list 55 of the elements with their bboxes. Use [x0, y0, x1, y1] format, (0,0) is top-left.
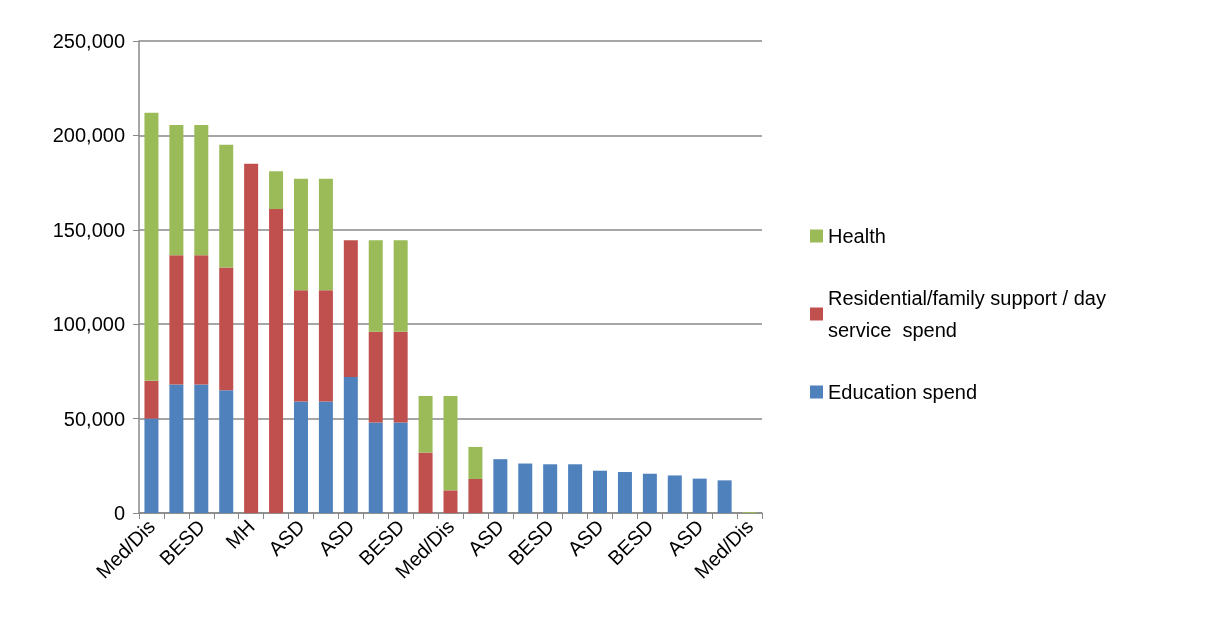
y-tick-label: 150,000 — [52, 218, 125, 241]
y-tick-label: 100,000 — [52, 313, 125, 336]
bar — [667, 475, 682, 513]
bar — [318, 290, 333, 402]
bar — [269, 171, 284, 210]
bar — [418, 395, 433, 453]
bar — [293, 290, 308, 402]
bar — [568, 464, 583, 513]
bar — [219, 390, 234, 513]
y-tick-label: 200,000 — [52, 124, 125, 147]
bar — [468, 446, 483, 480]
bar — [617, 472, 632, 513]
bar — [219, 267, 234, 391]
bar — [593, 470, 608, 513]
bar — [443, 395, 458, 491]
bar — [194, 125, 209, 256]
bar — [518, 463, 533, 513]
bar — [244, 163, 259, 513]
bar — [318, 178, 333, 291]
bar — [194, 255, 209, 385]
bar — [144, 112, 159, 381]
bar — [169, 125, 184, 256]
bar — [293, 178, 308, 291]
bar — [443, 490, 458, 513]
bar — [543, 464, 558, 513]
bar — [194, 384, 209, 513]
bar — [269, 209, 284, 513]
bar — [169, 255, 184, 385]
y-tick-label: 250,000 — [52, 30, 125, 52]
bar — [692, 478, 707, 513]
y-tick-label: 50,000 — [63, 407, 125, 430]
bar — [393, 331, 408, 423]
legend-label: Education spend — [828, 381, 978, 403]
bar — [717, 480, 732, 513]
bar — [493, 459, 508, 513]
bar — [468, 479, 483, 513]
bar — [169, 384, 184, 513]
bar — [642, 473, 657, 513]
bar — [393, 422, 408, 513]
legend-label: Health — [828, 225, 886, 247]
bar — [368, 331, 383, 423]
x-tick-label: MH — [221, 515, 259, 553]
bar — [144, 380, 159, 419]
legend-label: Residential/family support / day service spend — [828, 287, 1112, 341]
bar — [219, 144, 234, 268]
bar — [318, 401, 333, 513]
bar — [368, 422, 383, 513]
y-tick-label: 0 — [113, 502, 125, 524]
bar — [418, 452, 433, 513]
bar — [343, 240, 358, 378]
bar — [368, 240, 383, 332]
bar — [343, 377, 358, 513]
bar — [393, 240, 408, 332]
bar — [144, 418, 159, 513]
bar — [293, 401, 308, 513]
